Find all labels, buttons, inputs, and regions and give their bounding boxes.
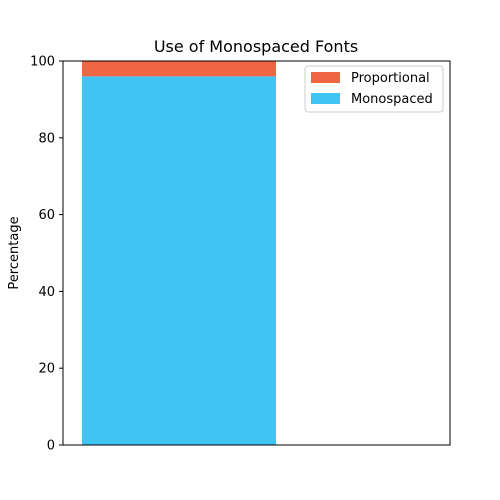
bar-proportional	[82, 61, 276, 77]
legend-label-monospaced: Monospaced	[351, 92, 433, 107]
y-tick-label: 0	[47, 439, 55, 454]
legend-swatch-monospaced	[311, 93, 340, 104]
legend: Proportional Monospaced	[304, 65, 444, 113]
y-tick-label: 40	[38, 285, 55, 300]
y-ticks-group: 0 20 40 60 80 100	[30, 55, 63, 454]
plot-frame	[62, 60, 451, 446]
legend-label-proportional: Proportional	[351, 71, 430, 86]
bars-group	[82, 61, 276, 446]
legend-swatch-proportional	[311, 72, 340, 83]
y-tick-label: 80	[38, 131, 55, 146]
bar-monospaced	[82, 76, 276, 446]
y-tick-label: 20	[38, 362, 55, 377]
y-axis-label: Percentage	[7, 216, 22, 289]
chart-title: Use of Monospaced Fonts	[154, 37, 358, 56]
y-tick-label: 100	[30, 55, 55, 70]
y-tick-label: 60	[38, 208, 55, 223]
